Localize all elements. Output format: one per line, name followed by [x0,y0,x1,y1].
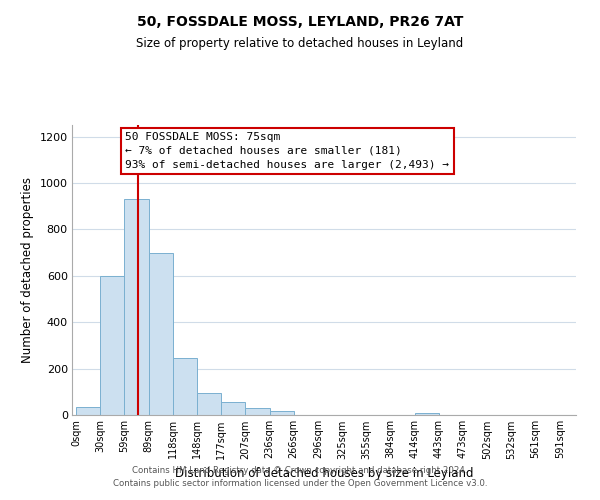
Text: Size of property relative to detached houses in Leyland: Size of property relative to detached ho… [136,38,464,51]
Text: Contains HM Land Registry data © Crown copyright and database right 2024.
Contai: Contains HM Land Registry data © Crown c… [113,466,487,487]
X-axis label: Distribution of detached houses by size in Leyland: Distribution of detached houses by size … [175,467,473,480]
Y-axis label: Number of detached properties: Number of detached properties [21,177,34,363]
Bar [76,407,100,415]
Text: 50 FOSSDALE MOSS: 75sqm
← 7% of detached houses are smaller (181)
93% of semi-de: 50 FOSSDALE MOSS: 75sqm ← 7% of detached… [125,132,449,170]
Bar [100,276,124,415]
Bar [197,393,221,415]
Bar [124,199,149,415]
Bar [245,408,269,415]
Text: 50, FOSSDALE MOSS, LEYLAND, PR26 7AT: 50, FOSSDALE MOSS, LEYLAND, PR26 7AT [137,15,463,29]
Bar [415,412,439,415]
Bar [173,358,197,415]
Bar [221,402,245,415]
Bar [149,252,173,415]
Bar [269,411,293,415]
